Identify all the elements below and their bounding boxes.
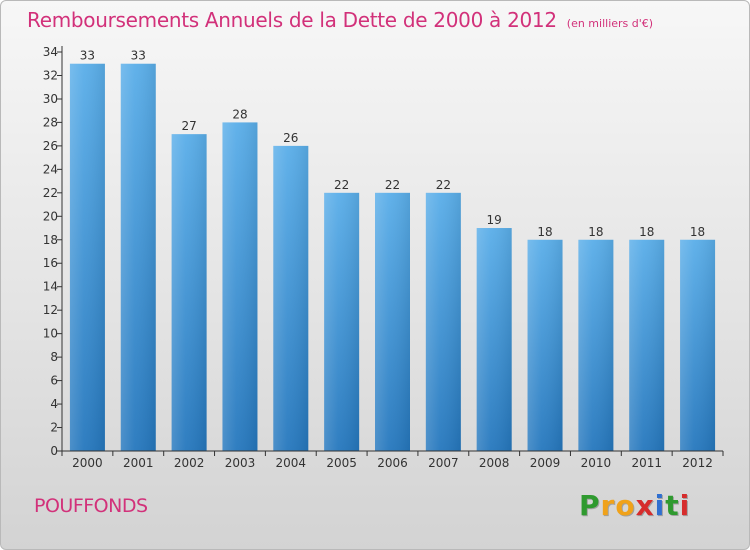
- bar-shine: [680, 239, 716, 451]
- y-tick-label: 22: [43, 186, 58, 200]
- x-tick-label: 2004: [276, 456, 307, 470]
- y-tick-label: 30: [43, 92, 58, 106]
- x-tick-label: 2005: [326, 456, 357, 470]
- bar-value-label: 18: [639, 225, 654, 239]
- logo-letter: P: [579, 489, 601, 522]
- x-tick-label: 2009: [530, 456, 561, 470]
- bar-shine: [578, 239, 614, 451]
- location-label: POUFFONDS: [34, 495, 148, 517]
- bar-shine: [273, 145, 309, 451]
- y-tick-label: 26: [43, 139, 58, 153]
- y-tick-label: 32: [43, 68, 58, 82]
- chart-title: Remboursements Annuels de la Dette de 20…: [27, 8, 653, 32]
- y-tick-label: 24: [43, 162, 58, 176]
- chart-subtitle: (en milliers d'€): [566, 17, 654, 30]
- bar-value-label: 22: [385, 178, 400, 192]
- bar-value-label: 22: [436, 178, 451, 192]
- logo-letter: t: [665, 489, 680, 522]
- y-tick-label: 4: [50, 397, 58, 411]
- y-tick-label: 10: [43, 327, 58, 341]
- logo-letter: x: [635, 489, 655, 522]
- logo-letter: r: [600, 489, 616, 522]
- logo-letter: o: [615, 489, 636, 522]
- x-tick-label: 2010: [581, 456, 612, 470]
- x-tick-label: 2000: [72, 456, 103, 470]
- bar-value-label: 26: [283, 131, 298, 145]
- y-tick-label: 8: [50, 350, 58, 364]
- x-tick-label: 2011: [631, 456, 662, 470]
- bar-shine: [222, 122, 258, 451]
- y-tick-label: 28: [43, 115, 58, 129]
- x-tick-label: 2008: [479, 456, 510, 470]
- y-tick-label: 12: [43, 303, 58, 317]
- proxiti-logo: Proxiti: [579, 489, 690, 522]
- bar-shine: [476, 228, 512, 451]
- y-tick-label: 2: [50, 421, 58, 435]
- bar-shine: [69, 63, 105, 452]
- bar-shine: [425, 192, 461, 451]
- bar-shine: [120, 63, 156, 452]
- bar-value-label: 33: [80, 49, 95, 63]
- bar-shine: [375, 192, 410, 451]
- bar-value-label: 19: [487, 213, 502, 227]
- bar-shine: [324, 192, 360, 451]
- chart-title-text: Remboursements Annuels de la Dette de 20…: [27, 8, 557, 32]
- bar-shine: [629, 239, 665, 451]
- logo-letter: i: [679, 489, 691, 522]
- bar-value-label: 28: [232, 107, 247, 121]
- bar-value-label: 33: [131, 49, 146, 63]
- bar-shine: [171, 134, 207, 451]
- y-tick-label: 34: [43, 45, 58, 59]
- y-tick-label: 16: [43, 256, 58, 270]
- x-tick-label: 2012: [682, 456, 713, 470]
- bar-value-label: 18: [537, 225, 552, 239]
- bars-group: 33 33 27 28 26 22 22 22 19 18 18 18 18: [69, 49, 716, 452]
- bar-value-label: 27: [181, 119, 196, 133]
- bar-value-label: 22: [334, 178, 349, 192]
- bar-value-label: 18: [690, 225, 705, 239]
- bar-shine: [527, 239, 563, 451]
- logo-letter: i: [654, 489, 666, 522]
- x-tick-label: 2006: [377, 456, 408, 470]
- bar-value-label: 18: [588, 225, 603, 239]
- x-tick-label: 2007: [428, 456, 459, 470]
- y-tick-label: 20: [43, 209, 58, 223]
- axes-group: 2000 2001 2002 2003 2004 2005 2006 2007 2008 2009…: [43, 45, 724, 470]
- x-tick-label: 2002: [174, 456, 205, 470]
- y-tick-label: 6: [50, 374, 58, 388]
- x-tick-label: 2001: [123, 456, 154, 470]
- x-tick-label: 2003: [225, 456, 256, 470]
- y-tick-label: 0: [50, 444, 58, 458]
- y-tick-label: 14: [43, 280, 58, 294]
- y-tick-label: 18: [43, 233, 58, 247]
